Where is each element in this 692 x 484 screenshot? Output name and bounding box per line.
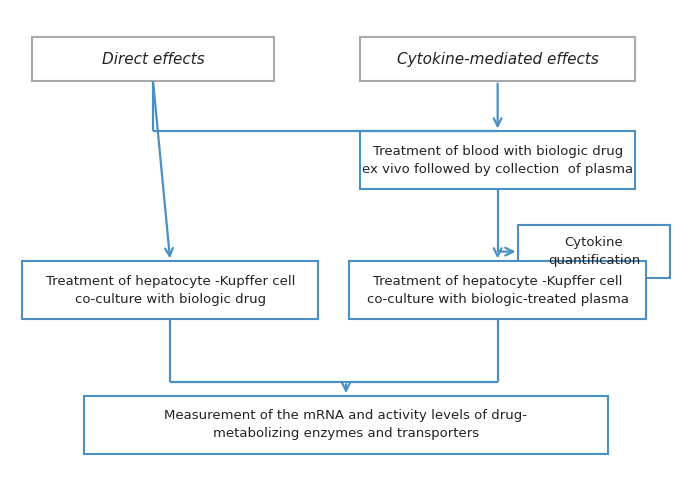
Text: Direct effects: Direct effects — [102, 52, 204, 67]
FancyBboxPatch shape — [22, 261, 318, 319]
FancyBboxPatch shape — [360, 37, 635, 81]
Text: Cytokine
quantification: Cytokine quantification — [548, 236, 640, 267]
FancyBboxPatch shape — [84, 396, 608, 454]
Text: Cytokine‑mediated effects: Cytokine‑mediated effects — [397, 52, 599, 67]
Text: Measurement of the mRNA and activity levels of drug‑
metabolizing enzymes and tr: Measurement of the mRNA and activity lev… — [165, 409, 527, 440]
FancyBboxPatch shape — [518, 225, 670, 278]
FancyBboxPatch shape — [360, 131, 635, 189]
Text: Treatment of hepatocyte ‑Kupffer cell
co‑culture with biologic‑treated plasma: Treatment of hepatocyte ‑Kupffer cell co… — [367, 274, 628, 305]
Text: Treatment of blood with biologic drug
ex vivo followed by collection  of plasma: Treatment of blood with biologic drug ex… — [362, 145, 633, 176]
FancyBboxPatch shape — [33, 37, 273, 81]
Text: Treatment of hepatocyte ‑Kupffer cell
co‑culture with biologic drug: Treatment of hepatocyte ‑Kupffer cell co… — [46, 274, 295, 305]
FancyBboxPatch shape — [349, 261, 646, 319]
